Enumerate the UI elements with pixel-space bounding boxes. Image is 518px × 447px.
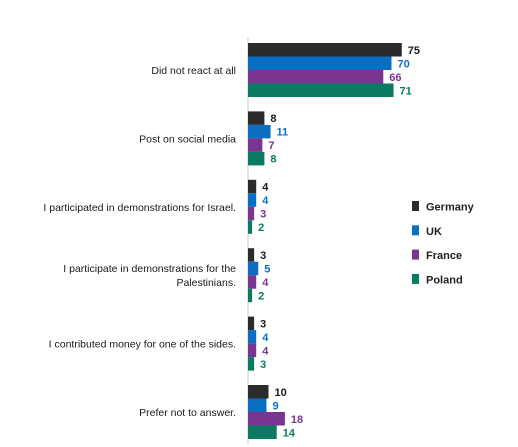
data-label: 5 [264, 263, 270, 275]
data-label: 14 [283, 427, 296, 439]
bar-germany-1 [248, 111, 265, 125]
legend-label: UK [426, 226, 442, 238]
bar-germany-4 [248, 316, 255, 331]
bar-uk-5 [248, 398, 267, 412]
legend-item-germany: Germany [412, 201, 475, 214]
data-label: 3 [260, 209, 266, 221]
bar-poland-2 [248, 220, 253, 234]
data-label: 71 [400, 85, 412, 97]
category-label: Post on social media [139, 133, 236, 145]
data-label: 4 [262, 195, 269, 207]
legend-swatch [412, 225, 419, 236]
legend-label: Poland [426, 274, 463, 286]
data-label: 75 [408, 45, 420, 57]
bar-france-0 [248, 70, 384, 84]
data-label: 66 [389, 72, 401, 84]
category-label: I participate in demonstrations for the P… [63, 263, 236, 289]
bar-germany-5 [248, 385, 269, 399]
legend-label: France [426, 250, 462, 262]
bar-uk-1 [248, 124, 271, 139]
data-label: 4 [262, 345, 269, 357]
legend-item-uk: UK [412, 225, 442, 238]
bar-uk-4 [248, 330, 257, 344]
data-label: 10 [275, 387, 287, 399]
bar-france-2 [248, 206, 255, 221]
legend-item-france: France [412, 249, 462, 262]
data-label: 4 [262, 182, 269, 194]
data-label: 3 [260, 250, 266, 262]
bar-poland-5 [248, 425, 277, 439]
legend-swatch [412, 273, 419, 284]
data-label: 3 [260, 318, 266, 330]
legend-swatch [412, 201, 419, 211]
bar-poland-4 [248, 357, 255, 371]
bar-germany-2 [248, 179, 257, 194]
bar-uk-3 [248, 261, 259, 276]
data-label: 8 [270, 113, 276, 125]
bar-poland-1 [248, 151, 265, 166]
data-label: 4 [262, 277, 269, 289]
category-label: I participated in demonstrations for Isr… [43, 202, 236, 214]
legend-swatch [412, 249, 419, 260]
bar-germany-3 [248, 248, 255, 262]
data-label: 8 [270, 154, 276, 166]
bar-poland-3 [248, 288, 253, 303]
legend-item-poland: Poland [412, 273, 463, 286]
category-label: I contributed money for one of the sides… [49, 339, 236, 351]
bar-poland-0 [248, 83, 394, 97]
bar-france-4 [248, 343, 257, 358]
data-label: 2 [258, 222, 264, 234]
bar-uk-0 [248, 56, 392, 70]
bar-france-1 [248, 138, 263, 152]
bar-germany-0 [248, 43, 402, 57]
data-label: 70 [398, 58, 410, 70]
data-label: 11 [277, 127, 289, 139]
category-label: Prefer not to answer. [139, 407, 236, 419]
data-label: 9 [272, 400, 278, 412]
bar-uk-2 [248, 193, 257, 207]
data-label: 2 [258, 290, 264, 302]
data-label: 4 [262, 332, 269, 344]
category-label: Did not react at all [151, 65, 236, 77]
data-label: 3 [260, 359, 266, 371]
data-label: 7 [268, 140, 274, 152]
legend-label: Germany [426, 202, 475, 214]
data-label: 18 [291, 414, 303, 426]
bar-france-3 [248, 275, 257, 289]
bar-france-5 [248, 412, 285, 426]
